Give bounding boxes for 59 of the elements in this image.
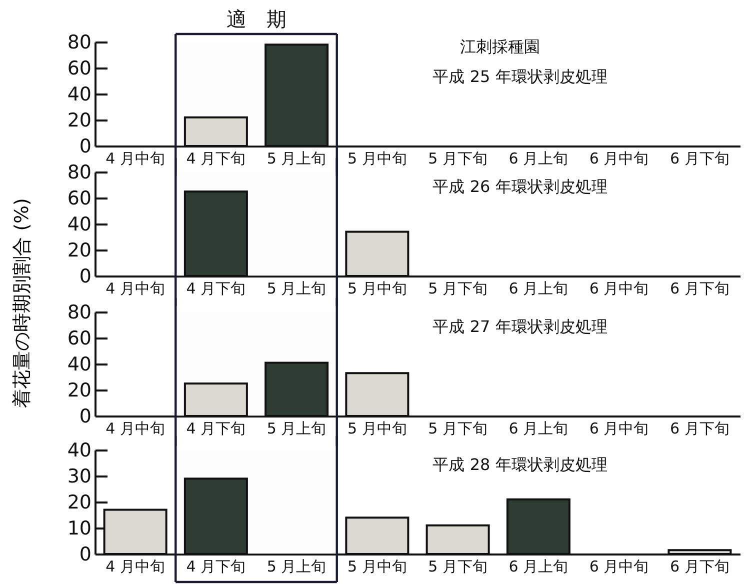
x-tick-label: 5 月上旬 bbox=[266, 150, 326, 168]
x-tick-label: 6 月中旬 bbox=[589, 558, 649, 576]
y-tick-label: 30 bbox=[67, 466, 92, 488]
y-tick-label: 80 bbox=[67, 302, 92, 324]
y-tick-label: 40 bbox=[67, 440, 92, 462]
x-tick-label: 4 月中旬 bbox=[106, 420, 165, 438]
x-tick-label: 6 月下旬 bbox=[670, 280, 730, 298]
annotation: 平成 27 年環状剥皮処理 bbox=[432, 317, 608, 336]
x-tick-label: 6 月上旬 bbox=[508, 420, 568, 438]
annotation: 江刺採種園 bbox=[460, 37, 540, 56]
annotation: 平成 28 年環状剥皮処理 bbox=[432, 455, 608, 474]
x-tick-label: 5 月上旬 bbox=[266, 280, 326, 298]
y-tick-label: 60 bbox=[67, 188, 92, 210]
x-tick-label: 4 月下旬 bbox=[186, 150, 246, 168]
x-tick-label: 5 月下旬 bbox=[428, 280, 488, 298]
y-tick-label: 0 bbox=[79, 136, 92, 158]
x-tick-label: 6 月中旬 bbox=[589, 420, 649, 438]
x-tick-label: 4 月下旬 bbox=[186, 280, 246, 298]
x-tick-label: 6 月中旬 bbox=[589, 150, 649, 168]
y-tick-label: 20 bbox=[67, 492, 92, 514]
y-tick-label: 40 bbox=[67, 214, 92, 236]
y-tick-label: 20 bbox=[67, 110, 92, 132]
x-tick-label: 5 月上旬 bbox=[266, 558, 326, 576]
y-tick-label: 60 bbox=[67, 328, 92, 350]
x-tick-label: 5 月中旬 bbox=[348, 420, 407, 438]
x-tick-label: 6 月上旬 bbox=[508, 280, 568, 298]
annotation: 平成 26 年環状剥皮処理 bbox=[432, 177, 608, 196]
y-tick-label: 80 bbox=[67, 32, 92, 54]
x-tick-label: 5 月下旬 bbox=[428, 558, 488, 576]
x-tick-label: 4 月中旬 bbox=[106, 150, 165, 168]
x-tick-label: 6 月下旬 bbox=[670, 150, 730, 168]
x-tick-label: 5 月中旬 bbox=[348, 558, 407, 576]
y-tick-label: 0 bbox=[79, 406, 92, 428]
x-tick-label: 5 月中旬 bbox=[348, 150, 407, 168]
y-axis-title: 着花量の時期別割合 (%) bbox=[10, 197, 34, 410]
x-tick-label: 6 月下旬 bbox=[670, 420, 730, 438]
y-tick-label: 60 bbox=[67, 58, 92, 80]
x-tick-label: 4 月下旬 bbox=[186, 420, 246, 438]
x-tick-label: 6 月中旬 bbox=[589, 280, 649, 298]
x-tick-label: 4 月下旬 bbox=[186, 558, 246, 576]
x-tick-label: 4 月中旬 bbox=[106, 558, 165, 576]
x-tick-label: 5 月上旬 bbox=[266, 420, 326, 438]
y-tick-label: 40 bbox=[67, 354, 92, 376]
x-tick-label: 6 月下旬 bbox=[670, 558, 730, 576]
x-tick-label: 5 月下旬 bbox=[428, 150, 488, 168]
y-tick-label: 0 bbox=[79, 544, 92, 566]
y-tick-label: 20 bbox=[67, 240, 92, 262]
y-tick-label: 20 bbox=[67, 380, 92, 402]
band-label: 適 期 bbox=[226, 7, 286, 31]
y-tick-label: 40 bbox=[67, 84, 92, 106]
x-tick-label: 5 月中旬 bbox=[348, 280, 407, 298]
x-tick-label: 5 月下旬 bbox=[428, 420, 488, 438]
x-tick-label: 6 月上旬 bbox=[508, 150, 568, 168]
y-tick-label: 0 bbox=[79, 266, 92, 288]
annotation: 平成 25 年環状剥皮処理 bbox=[432, 67, 608, 86]
x-tick-label: 6 月上旬 bbox=[508, 558, 568, 576]
y-tick-label: 80 bbox=[67, 162, 92, 184]
x-tick-label: 4 月中旬 bbox=[106, 280, 165, 298]
y-tick-label: 10 bbox=[67, 518, 92, 540]
